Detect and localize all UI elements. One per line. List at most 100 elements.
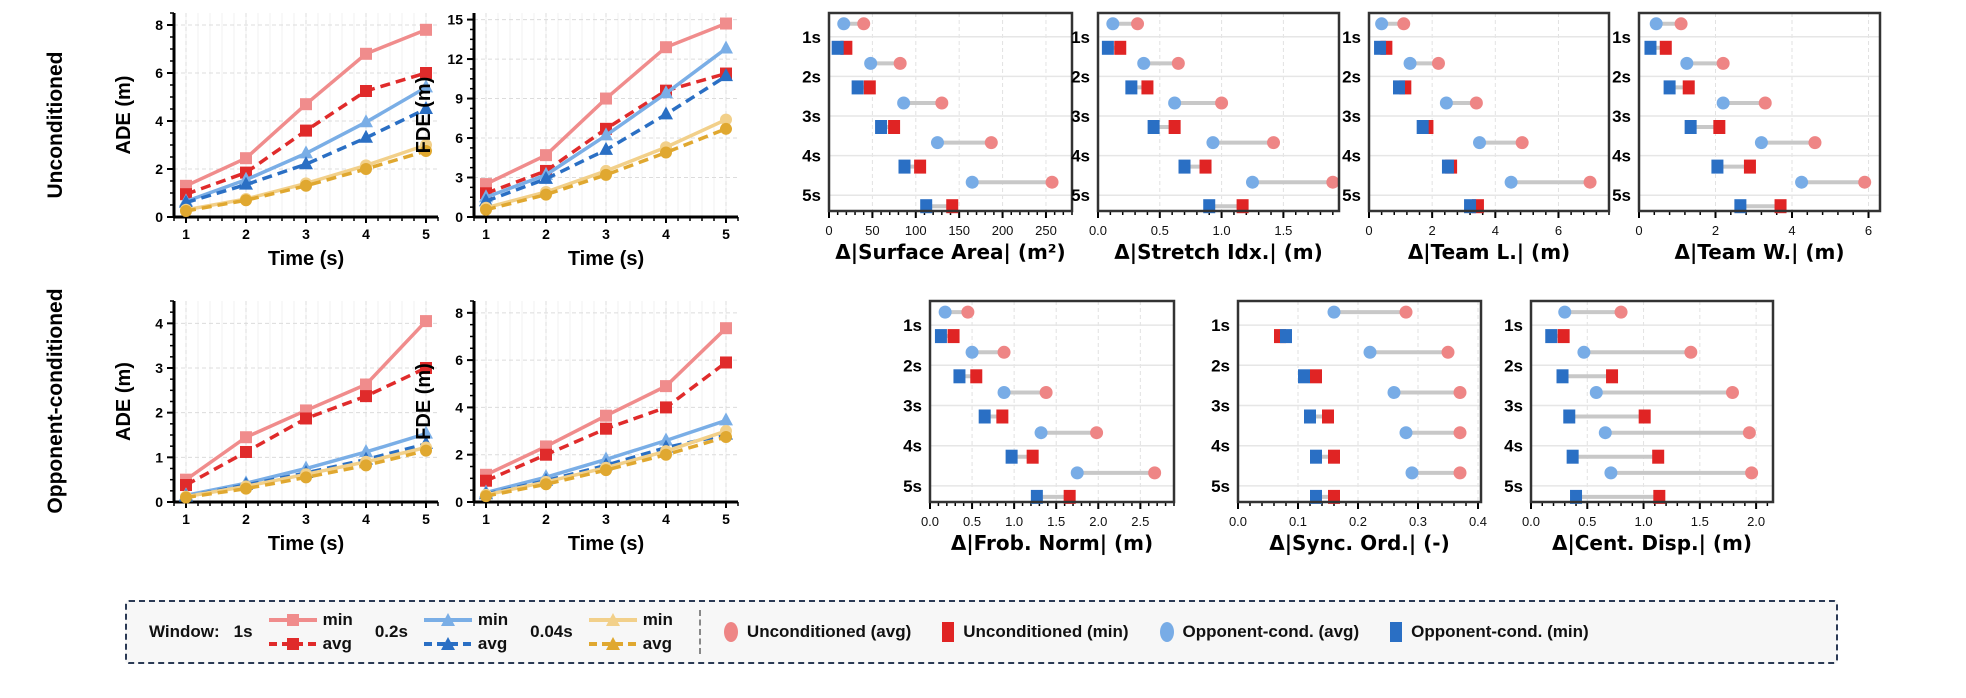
unc-min-point — [1328, 489, 1340, 504]
unc-min-point — [1682, 80, 1695, 95]
y-tick-label: 8 — [155, 17, 163, 33]
opp-avg-point — [1754, 136, 1768, 150]
opp-avg-point — [1403, 56, 1417, 70]
data-point-circle — [480, 490, 492, 503]
opp-avg-point — [938, 305, 952, 319]
opp-avg-point — [1399, 426, 1413, 440]
opp-min-point — [978, 409, 991, 424]
y-tick-label: 3 — [455, 170, 463, 186]
data-point-square — [300, 124, 312, 137]
y-axis-label: ADE (m) — [113, 76, 135, 155]
unc-avg-point — [1453, 466, 1467, 480]
y-tick-label: 9 — [455, 91, 463, 107]
opp-min-point — [1464, 199, 1477, 214]
opp-min-point — [1734, 199, 1747, 214]
category-label: 4s — [1612, 147, 1631, 166]
data-point-square — [240, 445, 252, 458]
opp-avg-point — [1577, 345, 1591, 359]
y-tick-label: 2 — [455, 447, 463, 463]
opp-avg-point — [1598, 426, 1612, 440]
opp-avg-point — [897, 96, 911, 110]
unc-min-point — [914, 159, 927, 174]
y-axis-label: FDE (m) — [413, 363, 435, 440]
y-tick-label: 0 — [455, 209, 463, 225]
x-tick-label: 0.5 — [1578, 514, 1596, 529]
opp-avg-point — [1327, 305, 1341, 319]
data-point-square — [600, 409, 612, 422]
legend-avg-label: avg — [322, 634, 352, 653]
legend: Window: 1s min avg 0.2s min avg 0.04s mi… — [125, 600, 1838, 664]
legend-group-label: 0.04s — [530, 622, 573, 641]
data-point-triangle — [659, 432, 673, 446]
unc-avg-point — [1515, 136, 1529, 150]
data-point-triangle — [299, 156, 313, 170]
category-label: 3s — [1342, 107, 1361, 126]
y-tick-label: 15 — [447, 12, 463, 28]
unc-avg-point — [1583, 175, 1597, 189]
data-point-square — [600, 92, 612, 105]
opp-min-point — [1441, 159, 1454, 174]
opp-avg-point — [1795, 175, 1809, 189]
legend-item-label: Unconditioned (min) — [963, 622, 1129, 641]
unc-avg-point — [1148, 466, 1162, 480]
opp-min-point — [851, 80, 864, 95]
category-label: 2s — [1342, 67, 1361, 86]
unc-avg-point — [1215, 96, 1229, 110]
x-axis-label: Δ|Stretch Idx.| (m) — [1114, 240, 1322, 264]
category-label: 2s — [903, 356, 922, 375]
x-tick-label: 5 — [422, 511, 430, 527]
legend-item-label: Opponent-cond. (min) — [1411, 622, 1589, 641]
unc-min-point — [946, 199, 959, 214]
category-label: 1s — [1612, 28, 1631, 47]
data-point-circle — [540, 478, 552, 491]
y-tick-label: 2 — [155, 405, 163, 421]
category-label: 4s — [1071, 147, 1090, 166]
unc-avg-point — [1716, 56, 1730, 70]
x-tick-label: 0.0 — [1089, 223, 1107, 238]
category-label: 2s — [1612, 67, 1631, 86]
x-tick-label: 50 — [865, 223, 879, 238]
row-label: Unconditioned — [44, 52, 67, 199]
category-label: 1s — [802, 28, 821, 47]
unc-avg-point — [1469, 96, 1483, 110]
y-tick-label: 4 — [155, 315, 163, 331]
x-axis-label: Δ|Sync. Ord.| (-) — [1269, 531, 1450, 555]
data-point-circle — [300, 471, 312, 484]
y-tick-label: 8 — [455, 305, 463, 321]
unc-min-point — [1653, 489, 1666, 504]
unc-min-point — [1310, 369, 1322, 384]
opp-avg-point — [965, 345, 979, 359]
opp-avg-point — [1387, 386, 1401, 399]
opp-min-point — [920, 199, 933, 214]
opp-avg-point — [1245, 175, 1259, 189]
legend-avg-label: avg — [477, 634, 508, 653]
opp-min-point — [1545, 329, 1558, 344]
category-label: 4s — [1211, 437, 1230, 456]
x-tick-label: 0.4 — [1469, 514, 1487, 529]
opp-min-point — [1393, 80, 1405, 95]
data-point-circle — [180, 491, 192, 504]
unc-avg-point — [1131, 17, 1145, 31]
opp-min-point — [831, 40, 844, 55]
data-point-circle — [720, 113, 732, 126]
legend-group-0.04s: 0.04s min avg — [530, 610, 673, 654]
x-tick-label: 2 — [1712, 223, 1719, 238]
x-tick-label: 3 — [302, 511, 310, 527]
data-point-circle — [600, 168, 612, 181]
y-axis-label: FDE (m) — [413, 77, 435, 154]
data-point-circle — [360, 163, 372, 175]
x-tick-label: 5 — [722, 226, 730, 242]
unc-min-point — [863, 80, 876, 95]
data-point-circle — [660, 448, 672, 461]
unc-avg-point — [984, 136, 998, 150]
dumbbell-chart-6: 0 2 4 6 1s 2s 3s 4s 5s Δ|Team L.| (m) — [1342, 11, 1611, 264]
data-point-square — [540, 149, 552, 162]
plot-frame — [928, 299, 1176, 504]
opp-avg-point — [1168, 96, 1182, 110]
data-point-square — [420, 362, 432, 374]
opp-avg-point — [1439, 96, 1453, 110]
unc-avg-point — [1090, 426, 1104, 440]
circle-marker-icon — [1159, 622, 1174, 642]
y-tick-label: 0 — [155, 209, 163, 225]
unc-min-point — [1743, 159, 1756, 174]
